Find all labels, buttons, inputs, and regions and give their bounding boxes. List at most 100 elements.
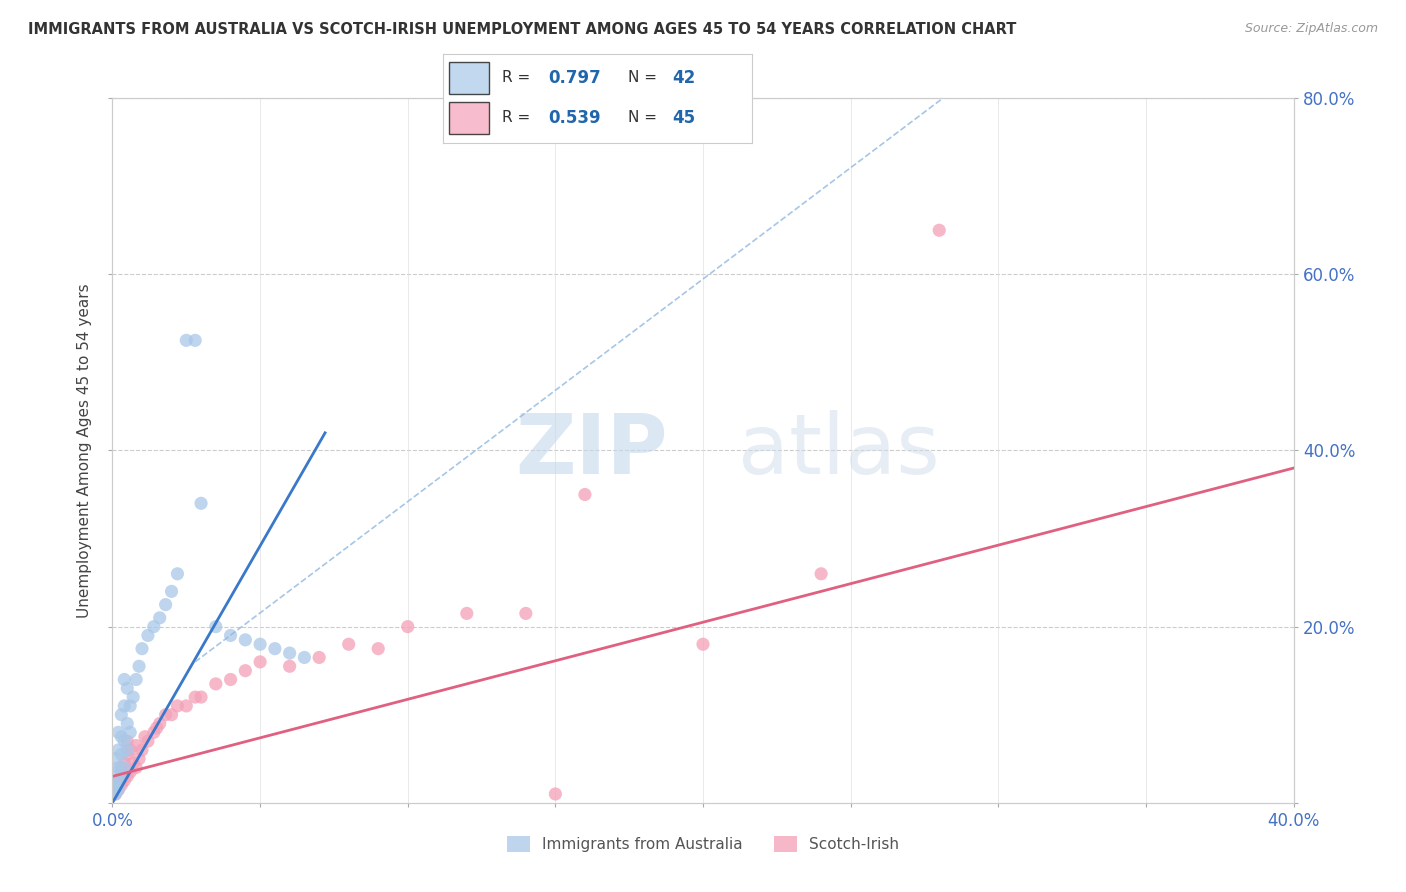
Text: 0.797: 0.797 — [548, 69, 600, 87]
Point — [117, 769, 138, 783]
Point — [205, 619, 228, 633]
Text: N =: N = — [628, 111, 662, 125]
Point — [128, 752, 150, 766]
Point — [184, 690, 207, 705]
Point — [160, 584, 183, 599]
FancyBboxPatch shape — [449, 102, 489, 134]
Point — [131, 743, 153, 757]
Text: ZIP: ZIP — [515, 410, 668, 491]
Point — [104, 787, 127, 801]
Point — [249, 655, 271, 669]
Point — [122, 756, 145, 771]
Point — [233, 664, 256, 678]
Text: Source: ZipAtlas.com: Source: ZipAtlas.com — [1244, 22, 1378, 36]
Point — [190, 690, 212, 705]
Point — [112, 734, 135, 748]
Point — [155, 707, 177, 722]
Text: 0.539: 0.539 — [548, 109, 600, 127]
Point — [515, 607, 537, 621]
Point — [166, 566, 188, 581]
Point — [264, 641, 287, 656]
Point — [396, 619, 419, 633]
Point — [125, 739, 148, 753]
Text: N =: N = — [628, 70, 662, 85]
Point — [110, 760, 132, 774]
Point — [128, 659, 150, 673]
Point — [104, 752, 127, 766]
Point — [117, 747, 138, 762]
FancyBboxPatch shape — [449, 62, 489, 94]
Text: atlas: atlas — [738, 410, 941, 491]
Point — [107, 782, 129, 797]
Point — [149, 611, 172, 625]
Point — [110, 778, 132, 792]
Point — [219, 673, 242, 687]
Point — [117, 734, 138, 748]
Point — [122, 690, 145, 705]
Point — [107, 743, 129, 757]
Text: R =: R = — [502, 70, 534, 85]
Point — [174, 334, 197, 348]
Point — [104, 764, 127, 779]
Point — [136, 628, 159, 642]
Point — [308, 650, 330, 665]
Point — [112, 760, 135, 774]
Point — [134, 730, 156, 744]
Point — [155, 598, 177, 612]
Point — [928, 223, 950, 237]
Point — [125, 760, 148, 774]
Point — [107, 725, 129, 739]
Text: IMMIGRANTS FROM AUSTRALIA VS SCOTCH-IRISH UNEMPLOYMENT AMONG AGES 45 TO 54 YEARS: IMMIGRANTS FROM AUSTRALIA VS SCOTCH-IRIS… — [28, 22, 1017, 37]
Point — [125, 673, 148, 687]
Point — [110, 769, 132, 783]
Point — [337, 637, 360, 651]
Point — [184, 334, 207, 348]
Point — [278, 659, 301, 673]
Point — [692, 637, 714, 651]
Point — [120, 764, 142, 779]
Point — [131, 641, 153, 656]
Point — [160, 707, 183, 722]
Point — [233, 632, 256, 647]
Point — [117, 716, 138, 731]
Point — [149, 716, 172, 731]
Point — [104, 787, 127, 801]
Point — [110, 707, 132, 722]
Point — [174, 698, 197, 713]
Point — [574, 487, 596, 501]
Point — [110, 730, 132, 744]
Point — [142, 725, 165, 739]
Point — [110, 747, 132, 762]
Point — [104, 778, 127, 792]
Point — [107, 773, 129, 788]
Text: 42: 42 — [672, 69, 695, 87]
Point — [278, 646, 301, 660]
Point — [112, 673, 135, 687]
Text: 45: 45 — [672, 109, 695, 127]
Point — [205, 677, 228, 691]
Text: R =: R = — [502, 111, 534, 125]
Point — [136, 734, 159, 748]
Point — [110, 764, 132, 779]
Point — [249, 637, 271, 651]
Point — [112, 756, 135, 771]
Point — [292, 650, 315, 665]
Point — [219, 628, 242, 642]
Y-axis label: Unemployment Among Ages 45 to 54 years: Unemployment Among Ages 45 to 54 years — [77, 283, 93, 618]
Point — [146, 721, 169, 735]
Point — [107, 782, 129, 797]
Point — [112, 773, 135, 788]
Point — [120, 698, 142, 713]
Point — [120, 743, 142, 757]
Point — [112, 698, 135, 713]
Legend: Immigrants from Australia, Scotch-Irish: Immigrants from Australia, Scotch-Irish — [501, 830, 905, 859]
Point — [107, 760, 129, 774]
Point — [367, 641, 389, 656]
Point — [117, 681, 138, 696]
Point — [142, 619, 165, 633]
Point — [190, 496, 212, 510]
Point — [456, 607, 478, 621]
Point — [810, 566, 832, 581]
Point — [120, 725, 142, 739]
Point — [166, 698, 188, 713]
